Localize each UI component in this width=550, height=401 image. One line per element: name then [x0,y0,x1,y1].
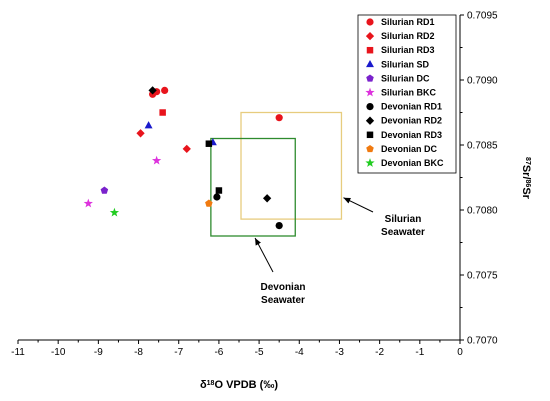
legend-marker [366,144,374,153]
seawater-box [240,111,343,220]
legend-marker [366,46,374,54]
y-tick-label: 0.7080 [467,206,498,217]
data-point [182,144,191,154]
legend-label: Silurian RD2 [381,31,435,41]
data-point [205,140,213,147]
data-point [148,86,157,95]
legend-label: Silurian BKC [381,88,437,98]
legend-marker [365,158,375,167]
legend-label: Devonian DC [381,144,438,154]
y-tick-label: 0.7075 [467,271,498,282]
annotation-arrow [254,237,274,273]
data-point [109,207,120,217]
data-point [144,121,153,129]
legend-marker [366,131,374,139]
data-points [83,86,283,230]
data-point [83,198,93,208]
data-point [215,187,223,194]
data-point [205,199,213,207]
annotation-arrow [343,197,374,213]
x-tick-label: -4 [295,347,304,358]
y-tick-label: 0.7095 [467,11,498,22]
axes: -11 -10 -9 -8 -7 -6 -5 -4 -3 -2 -1 00.70700.70750.7… [11,11,498,359]
annotation-label: Silurian Seawater [381,214,425,238]
legend-marker [366,74,374,82]
data-point [275,114,283,122]
legend-box [357,14,457,174]
legend-marker [366,103,374,111]
x-tick-label: -9 [94,347,103,358]
data-point [159,109,166,116]
annotations: Silurian Seawater Devonian Seawater [254,197,425,306]
x-tick-label: -1 [415,347,424,358]
data-point [100,186,109,194]
y-tick-label: 0.7090 [467,76,498,87]
x-tick-label: -6 [214,347,223,358]
data-point [262,194,272,203]
x-tick-label: -2 [375,347,384,358]
legend-marker [366,18,374,26]
legend: Silurian RD1 Silurian RD2 Silurian RD3 Silu… [357,14,457,174]
legend-marker [365,87,375,97]
x-axis-label: δ18O VPDB (‰) [200,379,278,391]
legend-label: Silurian SD [381,59,430,69]
x-tick-label: -8 [134,347,143,358]
legend-marker [365,116,375,125]
legend-marker [365,31,375,41]
seawater-box [210,137,296,237]
x-tick-label: -7 [174,347,183,358]
y-axis-label: 87Sr/86Sr [520,157,532,200]
x-tick-label: -5 [255,347,264,358]
data-point [275,222,283,230]
y-tick-label: 0.7070 [467,336,498,347]
legend-label: Silurian RD1 [381,17,435,27]
x-tick-label: -3 [335,347,344,358]
legend-marker [366,59,374,68]
legend-label: Devonian RD1 [381,102,442,112]
legend-label: Devonian RD2 [381,116,442,126]
data-point [152,155,162,165]
x-tick-label: -10 [51,347,66,358]
legend-label: Devonian BKC [381,158,444,168]
legend-label: Silurian DC [381,73,430,83]
seawater-boxes [210,111,343,237]
data-point [161,86,169,94]
x-tick-label: 0 [457,347,463,358]
x-tick-label: -11 [11,347,25,358]
y-tick-label: 0.7085 [467,141,498,152]
annotation-label: Devonian Seawater [260,282,305,306]
legend-label: Silurian RD3 [381,45,435,55]
legend-label: Devonian RD3 [381,130,442,140]
data-point [213,193,221,201]
data-point [136,129,145,138]
